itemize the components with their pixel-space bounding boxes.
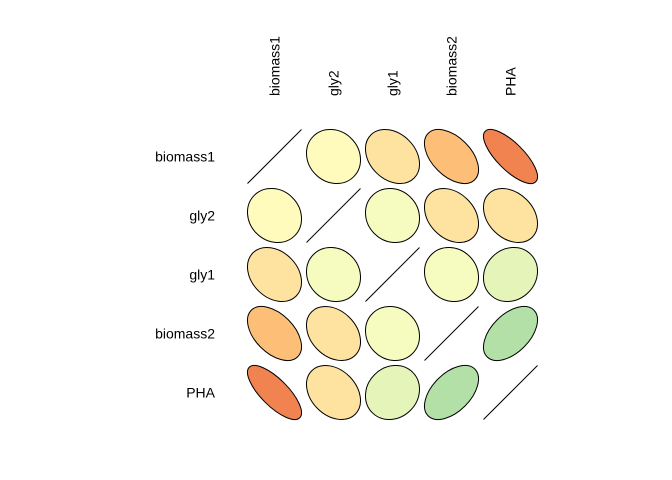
- row-label-pha: PHA: [186, 385, 215, 401]
- corr-ellipse-gly2-biomass1: [247, 188, 303, 243]
- corr-ellipse-biomass2-gly1: [364, 306, 420, 362]
- corr-ellipse-gly1-pha: [482, 247, 538, 303]
- corr-ellipse-pha-biomass2: [423, 364, 479, 420]
- diagonal-line-pha: [483, 365, 538, 420]
- column-labels: biomass1 gly2 gly1 biomass2 PHA: [267, 36, 519, 96]
- corr-ellipse-pha-gly1: [364, 365, 420, 421]
- corr-ellipse-gly2-biomass2: [423, 188, 480, 244]
- corr-ellipse-gly2-gly1: [364, 188, 420, 244]
- correlation-cells: [246, 128, 539, 421]
- corr-ellipse-biomass2-biomass1: [246, 305, 302, 361]
- row-label-biomass2: biomass2: [155, 326, 215, 342]
- column-label-gly2: gly2: [326, 70, 342, 96]
- row-labels: biomass1 gly2 gly1 biomass2 PHA: [155, 149, 216, 401]
- corr-ellipse-biomass1-pha: [482, 128, 538, 184]
- row-label-gly1: gly1: [189, 267, 215, 283]
- diagonal-line-biomass2: [424, 306, 479, 361]
- corr-ellipse-gly2-pha: [482, 188, 539, 244]
- column-label-biomass1: biomass1: [267, 36, 283, 96]
- diagonal-line-biomass1: [247, 129, 302, 184]
- corr-ellipse-biomass2-pha: [482, 305, 538, 361]
- corr-ellipse-biomass1-biomass2: [423, 128, 479, 184]
- row-label-gly2: gly2: [189, 208, 215, 224]
- column-label-gly1: gly1: [385, 70, 401, 96]
- row-label-biomass1: biomass1: [155, 149, 215, 165]
- corr-ellipse-pha-gly2: [305, 365, 362, 421]
- corr-ellipse-gly1-biomass1: [247, 246, 303, 302]
- corr-ellipse-gly1-biomass2: [423, 247, 479, 303]
- corr-ellipse-gly1-gly2: [305, 247, 361, 303]
- corr-ellipse-biomass1-gly1: [365, 129, 421, 185]
- diagonal-line-gly1: [365, 247, 420, 302]
- corr-ellipse-biomass1-gly2: [305, 128, 361, 184]
- corr-ellipse-pha-biomass1: [246, 364, 302, 420]
- diagonal-line-gly2: [306, 188, 361, 243]
- corr-ellipse-biomass2-gly2: [305, 306, 362, 362]
- column-label-pha: PHA: [503, 67, 519, 96]
- column-label-biomass2: biomass2: [444, 36, 460, 96]
